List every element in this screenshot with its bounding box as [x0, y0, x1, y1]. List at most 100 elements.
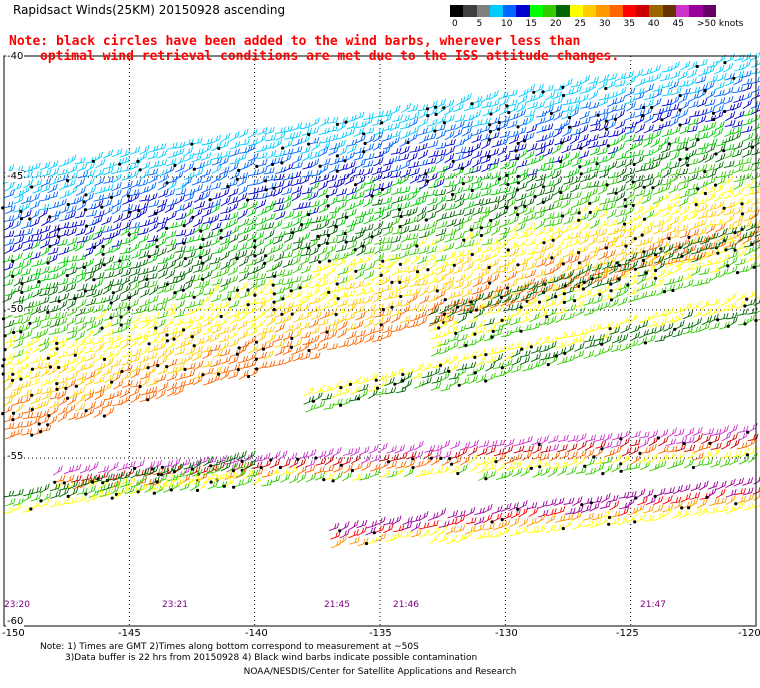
wind-barb	[84, 376, 95, 387]
wind-barb	[173, 259, 184, 269]
retrieval-flag-dot	[136, 159, 140, 163]
wind-barb	[431, 347, 442, 357]
retrieval-flag-dot	[633, 237, 637, 241]
wind-barb	[498, 207, 509, 218]
retrieval-flag-dot	[448, 457, 452, 461]
wind-barb	[335, 139, 346, 149]
wind-barb	[146, 280, 158, 288]
wind-barb	[319, 117, 330, 127]
wind-barb	[299, 175, 310, 185]
wind-barb	[741, 82, 753, 92]
wind-barb	[563, 497, 575, 505]
wind-barb	[509, 528, 521, 537]
wind-barb	[399, 193, 410, 202]
retrieval-flag-dot	[146, 366, 150, 370]
wind-barb	[148, 377, 159, 387]
wind-barb	[58, 158, 70, 168]
wind-barb	[579, 235, 590, 245]
wind-barb	[722, 176, 734, 184]
retrieval-flag-dot	[318, 260, 322, 264]
retrieval-flag-dot	[57, 227, 61, 231]
wind-barb	[587, 156, 599, 165]
wind-barb	[291, 255, 302, 266]
wind-barb	[326, 244, 337, 255]
wind-barb	[515, 109, 527, 119]
wind-barb	[535, 276, 546, 286]
wind-barb	[597, 185, 608, 195]
wind-barb	[400, 160, 411, 170]
wind-barb	[218, 170, 229, 182]
wind-barb	[67, 390, 79, 399]
wind-barb	[435, 142, 447, 150]
wind-barb	[175, 292, 187, 301]
wind-barb	[219, 166, 230, 175]
wind-barb	[598, 169, 610, 179]
wind-barb	[569, 96, 581, 105]
retrieval-flag-dot	[325, 330, 329, 334]
wind-barb	[607, 97, 618, 108]
wind-barb	[714, 200, 725, 210]
wind-barb	[113, 267, 124, 278]
wind-barb	[552, 127, 563, 138]
wind-barb	[463, 231, 474, 241]
wind-barb	[551, 201, 563, 210]
retrieval-flag-dot	[577, 261, 582, 265]
retrieval-flag-dot	[682, 441, 686, 446]
wind-barb	[373, 132, 384, 143]
retrieval-flag-dot	[217, 146, 221, 150]
wind-barb	[688, 166, 700, 175]
retrieval-flag-dot	[246, 288, 250, 292]
wind-barb	[608, 298, 619, 308]
wind-barb	[480, 188, 492, 197]
wind-barb	[174, 203, 185, 213]
retrieval-flag-dot	[456, 471, 460, 476]
retrieval-flag-dot	[306, 246, 311, 250]
wind-barb	[400, 255, 411, 265]
wind-barb	[462, 120, 473, 129]
wind-barb	[421, 370, 433, 379]
wind-barb	[751, 91, 760, 100]
wind-barb	[191, 176, 203, 186]
wind-barb	[600, 492, 611, 503]
wind-barb	[531, 337, 542, 348]
wind-barb	[101, 399, 113, 409]
wind-barb	[490, 104, 501, 115]
wind-barb	[200, 262, 211, 273]
wind-barb	[3, 262, 14, 271]
wind-barb	[293, 202, 304, 211]
wind-barb	[191, 153, 202, 163]
wind-barb	[210, 270, 222, 279]
wind-barb	[374, 237, 386, 245]
wind-barb	[400, 305, 411, 315]
wind-barb	[578, 124, 589, 135]
wind-barb	[201, 326, 213, 336]
retrieval-flag-dot	[272, 292, 276, 296]
wind-barb	[659, 120, 671, 129]
wind-barb	[482, 275, 493, 285]
wind-barb	[535, 173, 547, 182]
wind-barb	[602, 260, 613, 270]
retrieval-flag-dot	[516, 125, 520, 129]
wind-barb	[624, 112, 636, 121]
wind-barb	[608, 264, 619, 275]
wind-barb	[74, 194, 85, 205]
wind-barb	[202, 367, 214, 376]
wind-barb	[149, 312, 160, 323]
wind-barb	[449, 440, 461, 450]
wind-barb	[256, 332, 267, 343]
wind-barb	[48, 177, 60, 186]
wind-barb	[490, 171, 501, 180]
wind-barb	[354, 269, 365, 280]
wind-barb	[668, 231, 680, 239]
wind-barb	[291, 329, 302, 339]
wind-barb	[734, 110, 745, 120]
retrieval-flag-dot	[713, 183, 718, 187]
wind-barb	[555, 306, 567, 315]
wind-barb	[632, 174, 644, 183]
wind-barb	[66, 325, 78, 334]
retrieval-flag-dot	[48, 365, 53, 369]
retrieval-flag-dot	[370, 194, 374, 198]
wind-barb	[671, 143, 682, 153]
wind-barb	[58, 229, 70, 238]
wind-barb	[484, 522, 495, 531]
